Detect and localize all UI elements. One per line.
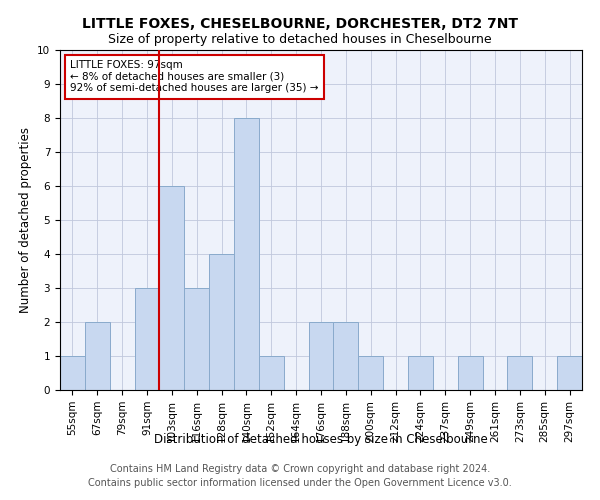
Y-axis label: Number of detached properties: Number of detached properties: [19, 127, 32, 313]
Bar: [85, 322, 110, 390]
Bar: [134, 288, 160, 390]
Bar: [334, 322, 358, 390]
Text: Contains HM Land Registry data © Crown copyright and database right 2024.
Contai: Contains HM Land Registry data © Crown c…: [88, 464, 512, 487]
Bar: [458, 356, 482, 390]
Bar: [160, 186, 184, 390]
Bar: [308, 322, 334, 390]
Bar: [209, 254, 234, 390]
Bar: [408, 356, 433, 390]
Bar: [60, 356, 85, 390]
Bar: [184, 288, 209, 390]
Text: Size of property relative to detached houses in Cheselbourne: Size of property relative to detached ho…: [108, 32, 492, 46]
Text: Distribution of detached houses by size in Cheselbourne: Distribution of detached houses by size …: [154, 432, 488, 446]
Text: LITTLE FOXES: 97sqm
← 8% of detached houses are smaller (3)
92% of semi-detached: LITTLE FOXES: 97sqm ← 8% of detached hou…: [70, 60, 319, 94]
Bar: [557, 356, 582, 390]
Bar: [234, 118, 259, 390]
Bar: [508, 356, 532, 390]
Text: LITTLE FOXES, CHESELBOURNE, DORCHESTER, DT2 7NT: LITTLE FOXES, CHESELBOURNE, DORCHESTER, …: [82, 18, 518, 32]
Bar: [259, 356, 284, 390]
Bar: [358, 356, 383, 390]
